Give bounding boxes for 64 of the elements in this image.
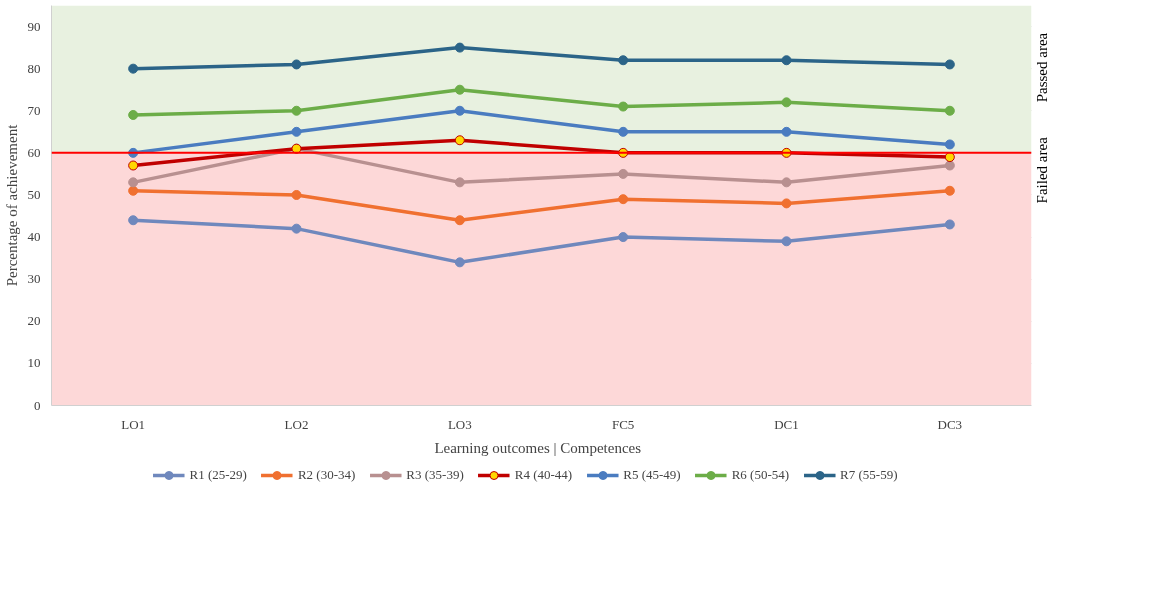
legend-label: R3 (35-39) xyxy=(406,467,464,483)
x-tick-label: DC1 xyxy=(774,416,799,432)
y-tick-label: 80 xyxy=(27,60,41,76)
point xyxy=(944,139,955,150)
point xyxy=(128,177,139,188)
legend-label: R5 (45-49) xyxy=(623,467,681,483)
point xyxy=(128,109,139,120)
y-tick-label: 90 xyxy=(27,18,41,34)
point xyxy=(944,219,955,230)
point xyxy=(944,59,955,70)
point xyxy=(291,105,302,116)
point xyxy=(128,63,139,74)
point xyxy=(618,126,629,137)
point xyxy=(944,152,955,163)
point xyxy=(781,126,792,137)
x-tick-label: LO2 xyxy=(284,416,309,432)
y-tick-label: 40 xyxy=(27,229,41,245)
y-tick-label: 20 xyxy=(27,313,41,329)
point xyxy=(618,232,629,243)
legend-label: R7 (55-59) xyxy=(840,467,898,483)
x-tick-label: DC3 xyxy=(937,416,963,432)
band-label: Failed area xyxy=(1034,136,1051,204)
point xyxy=(944,185,955,196)
y-tick-label: 60 xyxy=(27,144,41,160)
x-tick-label: LO3 xyxy=(447,416,472,432)
point xyxy=(944,105,955,116)
point xyxy=(291,223,302,234)
y-tick-label: 70 xyxy=(27,102,41,118)
y-tick-label: 10 xyxy=(27,355,41,371)
point xyxy=(618,168,629,179)
legend-label: R4 (40-44) xyxy=(514,467,573,483)
point xyxy=(454,84,465,95)
point xyxy=(454,135,465,146)
y-axis-title: Percentage of achievement xyxy=(3,123,20,287)
point xyxy=(781,236,792,247)
point xyxy=(128,185,139,196)
x-tick-label: LO1 xyxy=(121,416,146,432)
point xyxy=(291,189,302,200)
point xyxy=(454,105,465,116)
x-axis-title: Learning outcomes | Competences xyxy=(434,439,642,456)
point xyxy=(128,160,139,171)
y-tick-label: 30 xyxy=(27,271,41,287)
point xyxy=(454,42,465,53)
y-tick-label: 50 xyxy=(27,186,41,202)
point xyxy=(454,215,465,226)
point xyxy=(454,177,465,188)
legend-label: R1 (25-29) xyxy=(189,467,247,483)
point xyxy=(944,160,955,171)
point xyxy=(781,177,792,188)
point xyxy=(781,97,792,108)
band-label: Passed area xyxy=(1034,32,1051,103)
point xyxy=(291,59,302,70)
legend-label: R6 (50-54) xyxy=(731,467,790,483)
legend-label: R2 (30-34) xyxy=(297,467,356,483)
point xyxy=(128,215,139,226)
point xyxy=(781,55,792,66)
point xyxy=(781,198,792,209)
x-tick-label: FC5 xyxy=(611,416,635,432)
point xyxy=(618,55,629,66)
point xyxy=(454,257,465,268)
point xyxy=(618,194,629,205)
point xyxy=(291,126,302,137)
y-tick-label: 0 xyxy=(34,397,41,413)
point xyxy=(618,101,629,112)
